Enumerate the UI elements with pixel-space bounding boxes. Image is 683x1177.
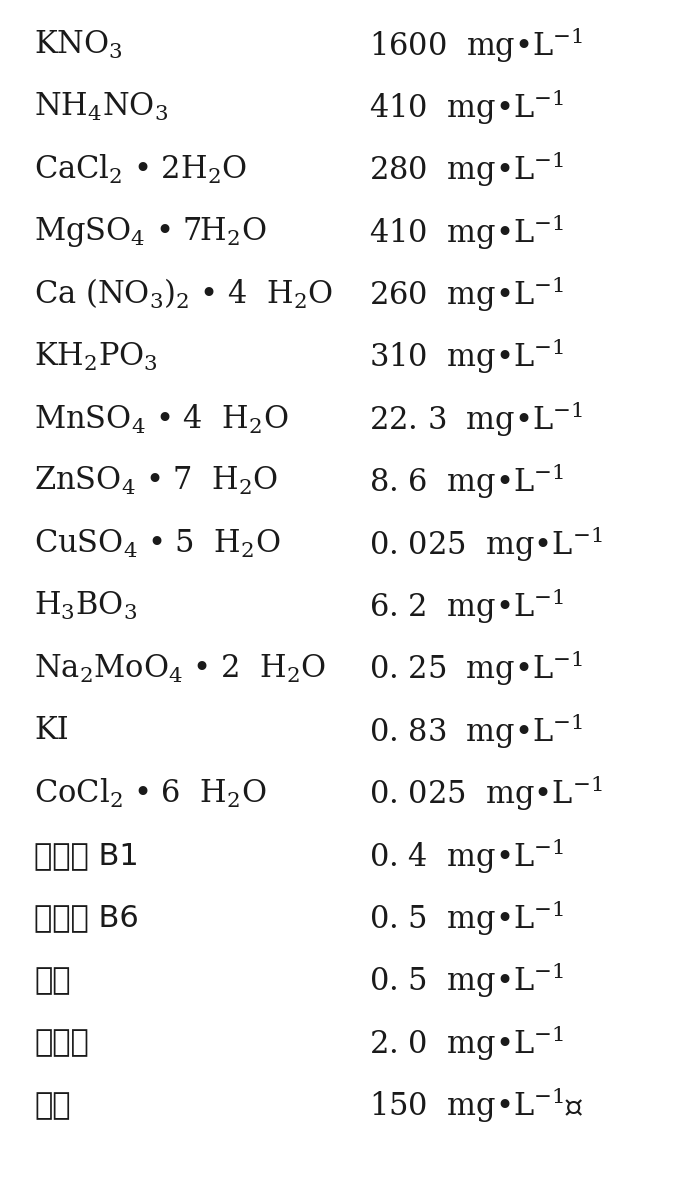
Text: 甘氨酸: 甘氨酸 [34, 1029, 89, 1057]
Text: KH$_2$PO$_3$: KH$_2$PO$_3$ [34, 340, 158, 373]
Text: 8. 6  mg•L$^{-1}$: 8. 6 mg•L$^{-1}$ [369, 461, 563, 501]
Text: ZnSO$_4$ • 7  H$_2$O: ZnSO$_4$ • 7 H$_2$O [34, 465, 279, 498]
Text: 0. 25  mg•L$^{-1}$: 0. 25 mg•L$^{-1}$ [369, 649, 583, 689]
Text: MgSO$_4$ • 7H$_2$O: MgSO$_4$ • 7H$_2$O [34, 215, 266, 248]
Text: 肌醇: 肌醇 [34, 1091, 70, 1119]
Text: 0. 4  mg•L$^{-1}$: 0. 4 mg•L$^{-1}$ [369, 836, 563, 876]
Text: MnSO$_4$ • 4  H$_2$O: MnSO$_4$ • 4 H$_2$O [34, 403, 288, 435]
Text: 0. 025  mg•L$^{-1}$: 0. 025 mg•L$^{-1}$ [369, 773, 602, 813]
Text: 410  mg•L$^{-1}$: 410 mg•L$^{-1}$ [369, 87, 563, 127]
Text: Ca (NO$_3$)$_2$ • 4  H$_2$O: Ca (NO$_3$)$_2$ • 4 H$_2$O [34, 278, 333, 311]
Text: CoCl$_2$ • 6  H$_2$O: CoCl$_2$ • 6 H$_2$O [34, 777, 266, 810]
Text: 0. 025  mg•L$^{-1}$: 0. 025 mg•L$^{-1}$ [369, 524, 602, 564]
Text: 0. 5  mg•L$^{-1}$: 0. 5 mg•L$^{-1}$ [369, 960, 563, 1000]
Text: KNO$_3$: KNO$_3$ [34, 28, 123, 61]
Text: 280  mg•L$^{-1}$: 280 mg•L$^{-1}$ [369, 149, 563, 189]
Text: Na$_2$MoO$_4$ • 2  H$_2$O: Na$_2$MoO$_4$ • 2 H$_2$O [34, 652, 326, 685]
Text: 150  mg•L$^{-1}$。: 150 mg•L$^{-1}$。 [369, 1085, 584, 1125]
Text: 6. 2  mg•L$^{-1}$: 6. 2 mg•L$^{-1}$ [369, 586, 563, 626]
Text: 22. 3  mg•L$^{-1}$: 22. 3 mg•L$^{-1}$ [369, 399, 583, 439]
Text: 维生素 B1: 维生素 B1 [34, 842, 139, 870]
Text: 1600  mg•L$^{-1}$: 1600 mg•L$^{-1}$ [369, 25, 583, 65]
Text: 0. 5  mg•L$^{-1}$: 0. 5 mg•L$^{-1}$ [369, 898, 563, 938]
Text: 0. 83  mg•L$^{-1}$: 0. 83 mg•L$^{-1}$ [369, 711, 583, 751]
Text: 260  mg•L$^{-1}$: 260 mg•L$^{-1}$ [369, 274, 563, 314]
Text: CaCl$_2$ • 2H$_2$O: CaCl$_2$ • 2H$_2$O [34, 153, 247, 186]
Text: 410  mg•L$^{-1}$: 410 mg•L$^{-1}$ [369, 212, 563, 252]
Text: 维生素 B6: 维生素 B6 [34, 904, 139, 932]
Text: NH$_4$NO$_3$: NH$_4$NO$_3$ [34, 91, 168, 124]
Text: 烟酸: 烟酸 [34, 966, 70, 995]
Text: H$_3$BO$_3$: H$_3$BO$_3$ [34, 590, 137, 623]
Text: 310  mg•L$^{-1}$: 310 mg•L$^{-1}$ [369, 337, 563, 377]
Text: KI: KI [34, 716, 69, 746]
Text: 2. 0  mg•L$^{-1}$: 2. 0 mg•L$^{-1}$ [369, 1023, 563, 1063]
Text: CuSO$_4$ • 5  H$_2$O: CuSO$_4$ • 5 H$_2$O [34, 527, 281, 560]
